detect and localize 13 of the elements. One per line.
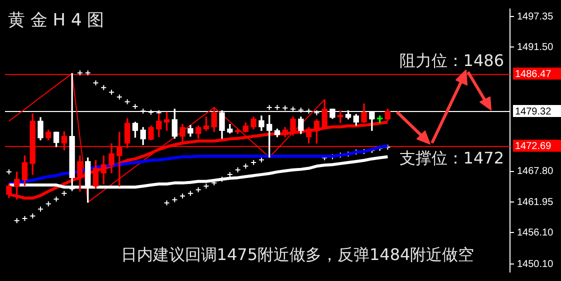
y-tick-label: 1491.50 [517,42,554,53]
chart-title: 黄 金 H 4 图 [8,10,104,30]
ref-line-label: 1472.69 [515,141,552,152]
y-tick-label: 1450.10 [517,258,554,270]
annotation: 支撑位：1472 [399,148,504,168]
annotation: 阻力位：1486 [399,51,504,70]
ref-line-label: 1479.32 [515,106,552,118]
y-tick-label: 1456.10 [517,227,554,238]
annotation: 日内建议回调1475附近做多，反弹1484附近做空 [120,245,474,264]
y-tick-label: 1497.35 [517,11,554,22]
y-tick-label: 1467.80 [517,166,554,178]
ref-line-label: 1486.47 [515,68,552,80]
y-tick-label: 1461.95 [517,196,554,208]
